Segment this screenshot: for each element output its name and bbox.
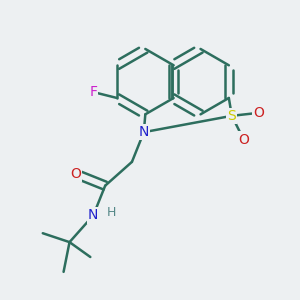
Text: O: O <box>70 167 81 181</box>
Text: F: F <box>89 85 97 99</box>
Text: H: H <box>106 206 116 219</box>
Text: O: O <box>238 133 249 147</box>
Text: S: S <box>227 109 236 123</box>
Text: O: O <box>253 106 264 120</box>
Text: N: N <box>88 208 98 222</box>
Text: N: N <box>139 125 149 139</box>
